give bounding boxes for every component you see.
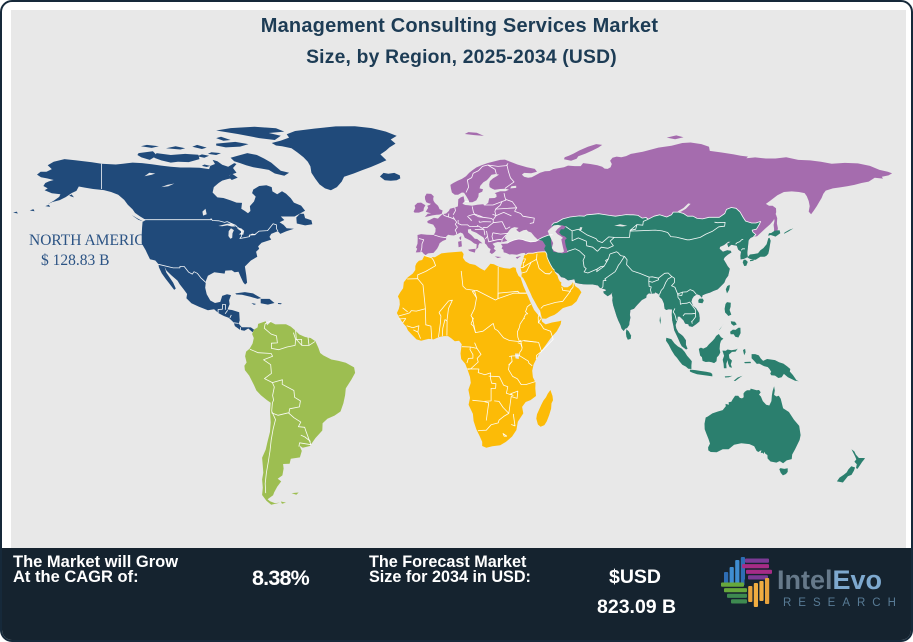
svg-text:IntelEvo: IntelEvo bbox=[777, 565, 882, 595]
svg-text:RESEARCH: RESEARCH bbox=[783, 597, 903, 609]
svg-text:$ 128.83 B: $ 128.83 B bbox=[41, 252, 109, 269]
svg-text:NORTH AMERICA: NORTH AMERICA bbox=[29, 232, 157, 249]
